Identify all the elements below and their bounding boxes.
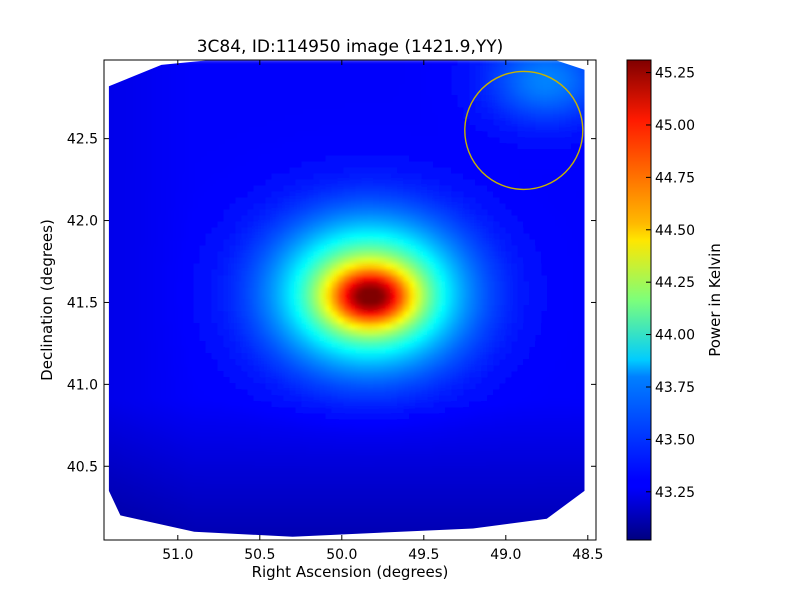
colorbar-tick-label: 44.75	[655, 170, 695, 186]
colorbar-ticks: 43.25 43.50 43.75 44.00 44.25 44.50 44.75 45.00…	[646, 66, 695, 501]
x-tick-label: 49.0	[490, 547, 521, 563]
x-tick-label: 51.0	[162, 547, 193, 563]
colorbar-frame	[626, 59, 652, 541]
y-tick-label: 41.0	[67, 377, 98, 393]
y-tick-label: 42.0	[67, 214, 98, 230]
colorbar-tick-label: 44.25	[655, 275, 695, 291]
plot-frame	[103, 59, 597, 541]
colorbar	[627, 60, 651, 540]
y-tick-label: 40.5	[67, 459, 98, 475]
x-tick-label: 48.5	[572, 547, 603, 563]
x-tick-label: 49.5	[408, 547, 439, 563]
colorbar-tick-label: 45.00	[655, 118, 695, 134]
y-axis-ticks: 40.5 41.0 41.5 42.0 42.5	[67, 132, 596, 475]
chart-title: 3C84, ID:114950 image (1421.9,YY)	[197, 37, 504, 57]
x-axis-label: Right Ascension (degrees)	[252, 563, 449, 581]
colorbar-tick-label: 43.50	[655, 432, 695, 448]
colorbar-tick-label: 43.75	[655, 380, 695, 396]
x-tick-label: 50.5	[244, 547, 275, 563]
colorbar-label: Power in Kelvin	[706, 243, 724, 357]
y-tick-label: 42.5	[67, 132, 98, 148]
colorbar-tick-label: 44.00	[655, 328, 695, 344]
beam-circle	[464, 70, 584, 191]
y-tick-label: 41.5	[67, 295, 98, 311]
colorbar-tick-label: 44.50	[655, 223, 695, 239]
x-axis-ticks: 51.0 50.5 50.0 49.5 49.0 48.5	[162, 60, 603, 563]
colorbar-tick-label: 45.25	[655, 66, 695, 82]
y-axis-label: Declination (degrees)	[38, 219, 56, 381]
colorbar-tick-label: 43.25	[655, 485, 695, 501]
heatmap-image	[108, 60, 585, 537]
x-tick-label: 50.0	[326, 547, 357, 563]
